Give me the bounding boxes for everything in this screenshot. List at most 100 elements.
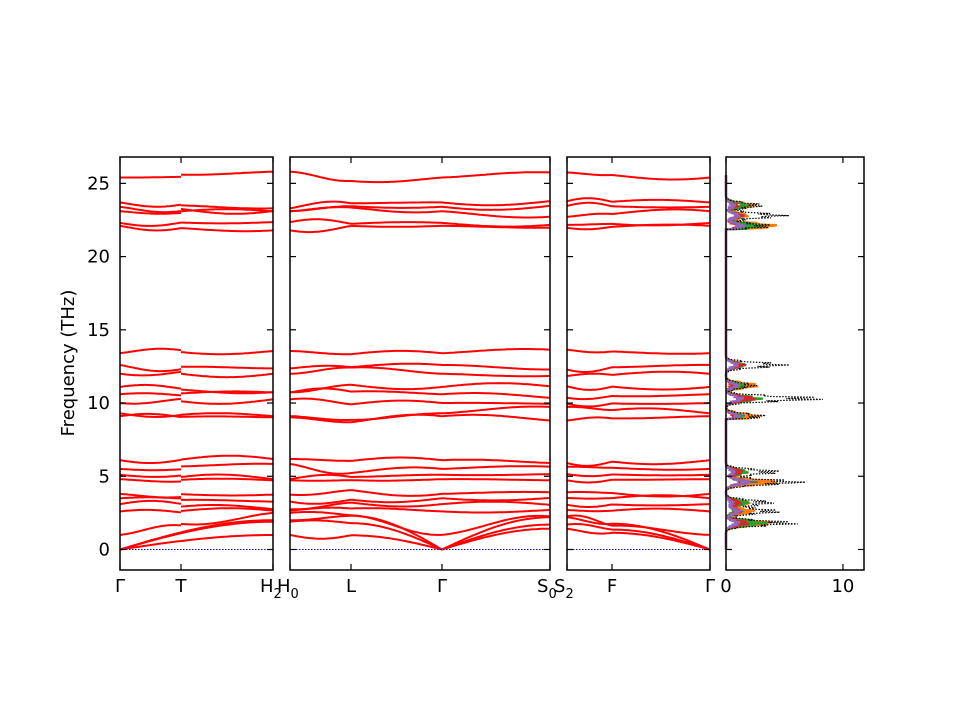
band-line [180,454,274,461]
band-line [567,405,612,412]
band-line [119,392,182,397]
band-line [441,210,551,219]
dos-lines [724,175,823,550]
band-line [289,473,352,481]
band-line [611,208,711,215]
band-line [442,478,551,482]
panel-frame [725,156,865,571]
band-line [289,366,351,375]
band-line [289,397,352,406]
y-tick-label: 15 [87,320,110,341]
band-line [612,350,711,355]
band-line [441,413,551,422]
band-line [119,508,182,514]
band-line [351,534,443,551]
band-line [567,491,612,494]
band-line [119,412,182,418]
band-line [441,523,550,551]
band-line [612,522,711,551]
band-line [350,221,443,225]
band-line [612,415,711,420]
band-line [350,456,443,462]
band-line [351,201,442,205]
band-line [566,366,613,373]
band-line [119,524,182,536]
band-line [351,366,443,375]
band-line [566,478,613,484]
x-tick-label: Γ [437,576,447,597]
band-line [289,170,351,182]
band-line [442,364,550,371]
band-line [611,393,710,398]
band-line [181,415,274,419]
band-line [441,348,551,355]
x-tick-label: S2 [554,576,574,602]
band-line [566,385,613,391]
band-lines [119,170,711,551]
band-line [441,516,550,551]
band-line [350,522,443,551]
band-line [119,534,273,551]
band-line [290,514,351,522]
band-line [567,465,612,469]
band-line [350,466,443,474]
panel-frames [119,156,865,571]
band-line [181,204,274,210]
band-line [350,497,443,504]
band-line [350,205,443,209]
band-line [290,383,351,394]
band-line [350,349,443,356]
band-line [611,459,711,466]
band-line [351,412,442,421]
band-line [119,478,182,483]
band-line [611,402,711,405]
band-line [441,171,550,179]
band-line [567,509,612,513]
band-line [611,205,711,209]
band-line [350,501,443,508]
band-line [566,201,613,208]
band-line [441,405,551,415]
band-line [181,365,274,370]
band-line [441,458,551,464]
band-line [611,370,711,376]
band-line [119,347,182,355]
panel-frame [119,156,274,571]
band-line [119,210,182,215]
band-line [180,170,274,176]
band-line [442,473,551,477]
band-line [441,204,551,211]
y-tick-label: 0 [99,539,110,560]
dos-x-tick-label: 0 [720,576,731,597]
band-line [350,383,443,391]
band-line [612,473,711,477]
band-line [566,527,613,535]
band-line [119,221,182,227]
band-line [612,528,711,551]
y-tick-label: 25 [87,173,110,194]
band-line [289,200,352,210]
band-line [566,496,612,500]
band-line [611,385,711,391]
band-line [119,458,182,464]
band-line [611,503,711,507]
band-line [566,395,613,401]
band-line [442,372,550,378]
band-line [611,466,711,471]
band-line [289,415,352,421]
band-line [119,205,182,214]
band-line [180,207,274,215]
band-line [289,511,352,517]
band-line [442,490,550,495]
band-line [290,350,351,356]
band-line [350,473,442,478]
band-line [180,477,274,482]
band-line [180,390,274,395]
band-line [567,212,613,218]
band-line [441,392,551,399]
dos-x-tick-label: 10 [831,576,854,597]
y-tick-label: 20 [87,247,110,268]
band-line [612,363,711,369]
band-line [441,509,551,514]
